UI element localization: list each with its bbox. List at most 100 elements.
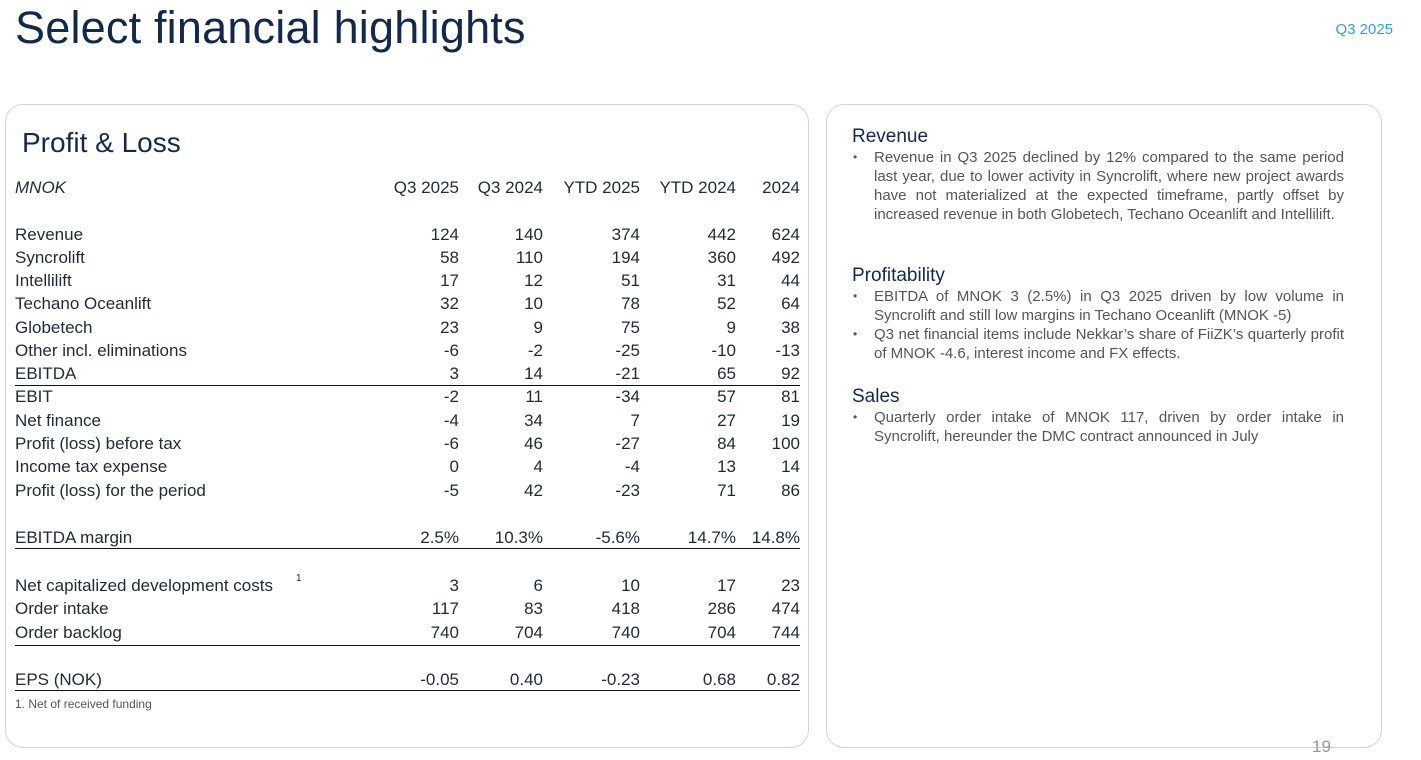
commentary-panel	[826, 104, 1382, 748]
commentary-revenue: Revenue Revenue in Q3 2025 declined by 1…	[852, 126, 1344, 224]
row-label: Income tax expense	[15, 457, 168, 476]
page-number: 19	[1312, 737, 1331, 756]
table-divider	[15, 690, 800, 691]
cell-value: 0.82	[766, 670, 800, 689]
table-row: Net finance -4 34 7 27 19	[15, 410, 800, 432]
cell-value: 34	[524, 411, 543, 430]
commentary-profitability: Profitability EBITDA of MNOK 3 (2.5%) in…	[852, 265, 1344, 363]
cell-value: -13	[775, 341, 800, 360]
table-divider	[15, 548, 800, 549]
cell-value: 3	[449, 364, 459, 383]
column-header: 2024	[762, 178, 800, 197]
cell-value: -4	[443, 411, 459, 430]
table-row: EBIT -2 11 -34 57 81	[15, 386, 800, 408]
cell-value: 3	[449, 576, 459, 595]
column-header: Q3 2024	[477, 178, 543, 197]
cell-value: 17	[717, 576, 736, 595]
cell-value: 83	[524, 599, 543, 618]
cell-value: -6	[443, 434, 459, 453]
cell-value: -0.23	[601, 670, 640, 689]
cell-value: 42	[524, 481, 543, 500]
row-label: EBITDA margin	[15, 528, 133, 547]
cell-value: 704	[514, 623, 543, 642]
cell-value: -5	[443, 481, 459, 500]
cell-value: 64	[781, 294, 800, 313]
cell-value: 38	[781, 318, 800, 337]
table-row: Other incl. eliminations -6 -2 -25 -10 -13	[15, 340, 800, 362]
cell-value: -2	[527, 341, 543, 360]
footnote-marker: 1	[296, 573, 302, 584]
cell-value: 58	[440, 248, 459, 267]
cell-value: -6	[443, 341, 459, 360]
cell-value: 17	[440, 271, 459, 290]
cell-value: -25	[615, 341, 640, 360]
cell-value: 100	[771, 434, 800, 453]
cell-value: 194	[611, 248, 640, 267]
cell-value: 14	[524, 364, 543, 383]
cell-value: 0	[449, 457, 459, 476]
table-row: Profit (loss) for the period -5 42 -23 71 86	[15, 480, 800, 502]
cell-value: 10	[524, 294, 543, 313]
cell-value: 6	[533, 576, 543, 595]
row-label: Net finance	[15, 411, 101, 430]
footnote: 1. Net of received funding	[15, 697, 152, 711]
cell-value: 27	[717, 411, 736, 430]
section-heading: Sales	[852, 386, 900, 407]
bullet: EBITDA of MNOK 3 (2.5%) in Q3 2025 drive…	[852, 287, 1344, 325]
cell-value: 117	[431, 599, 459, 618]
cell-value: 44	[781, 271, 800, 290]
section-heading: Profitability	[852, 265, 945, 286]
cell-value: 92	[781, 364, 800, 383]
cell-value: -21	[615, 364, 640, 383]
profit-loss-title: Profit & Loss	[22, 127, 181, 158]
cell-value: 75	[621, 318, 640, 337]
row-label: EBITDA	[15, 364, 77, 383]
cell-value: 23	[781, 576, 800, 595]
cell-value: 14	[781, 457, 800, 476]
table-row: Intellilift 17 12 51 31 44	[15, 270, 800, 292]
cell-value: 23	[440, 318, 459, 337]
row-label: Other incl. eliminations	[15, 341, 187, 360]
cell-value: 0.40	[509, 670, 543, 689]
page-title: Select financial highlights	[15, 2, 526, 53]
row-label: Net capitalized development costs	[15, 576, 273, 595]
cell-value: 286	[707, 599, 736, 618]
cell-value: 13	[717, 457, 736, 476]
row-label: Syncrolift	[15, 248, 85, 267]
cell-value: 624	[771, 225, 800, 244]
cell-value: 52	[717, 294, 736, 313]
table-row: Profit (loss) before tax -6 46 -27 84 100	[15, 433, 800, 455]
table-row: EPS (NOK) -0.05 0.40 -0.23 0.68 0.82	[15, 669, 800, 691]
column-header: YTD 2025	[563, 178, 640, 197]
cell-value: 9	[726, 318, 736, 337]
row-label: Revenue	[15, 225, 84, 244]
table-row: EBITDA 3 14 -21 65 92	[15, 363, 800, 385]
cell-value: 14.7%	[687, 528, 736, 547]
cell-value: -27	[615, 434, 640, 453]
table-row: Order intake 117 83 418 286 474	[15, 598, 800, 620]
commentary-sales: Sales Quarterly order intake of MNOK 117…	[852, 386, 1344, 446]
bullet: Q3 net financial items include Nekkar’s …	[852, 325, 1344, 363]
cell-value: -23	[615, 481, 640, 500]
cell-value: 10	[621, 576, 640, 595]
cell-value: 374	[611, 225, 640, 244]
cell-value: -4	[624, 457, 640, 476]
cell-value: 65	[717, 364, 736, 383]
table-row: Techano Oceanlift 32 10 78 52 64	[15, 293, 800, 315]
cell-value: 4	[533, 457, 543, 476]
cell-value: 418	[611, 599, 640, 618]
cell-value: 31	[717, 271, 736, 290]
cell-value: 11	[525, 387, 543, 406]
cell-value: 9	[533, 318, 543, 337]
row-label: Intellilift	[15, 271, 72, 290]
row-label: EPS (NOK)	[15, 670, 102, 689]
column-header: YTD 2024	[659, 178, 736, 197]
table-row: Income tax expense 0 4 -4 13 14	[15, 456, 800, 478]
table-row: Net capitalized development costs 1 3 6 10 17…	[15, 573, 800, 597]
table-header: MNOK Q3 2025 Q3 2024 YTD 2025 YTD 2024 2024	[15, 177, 800, 199]
cell-value: 140	[514, 225, 543, 244]
cell-value: 740	[430, 623, 459, 642]
cell-value: 744	[771, 623, 800, 642]
cell-value: 86	[781, 481, 800, 500]
table-row: Globetech 23 9 75 9 38	[15, 317, 800, 339]
